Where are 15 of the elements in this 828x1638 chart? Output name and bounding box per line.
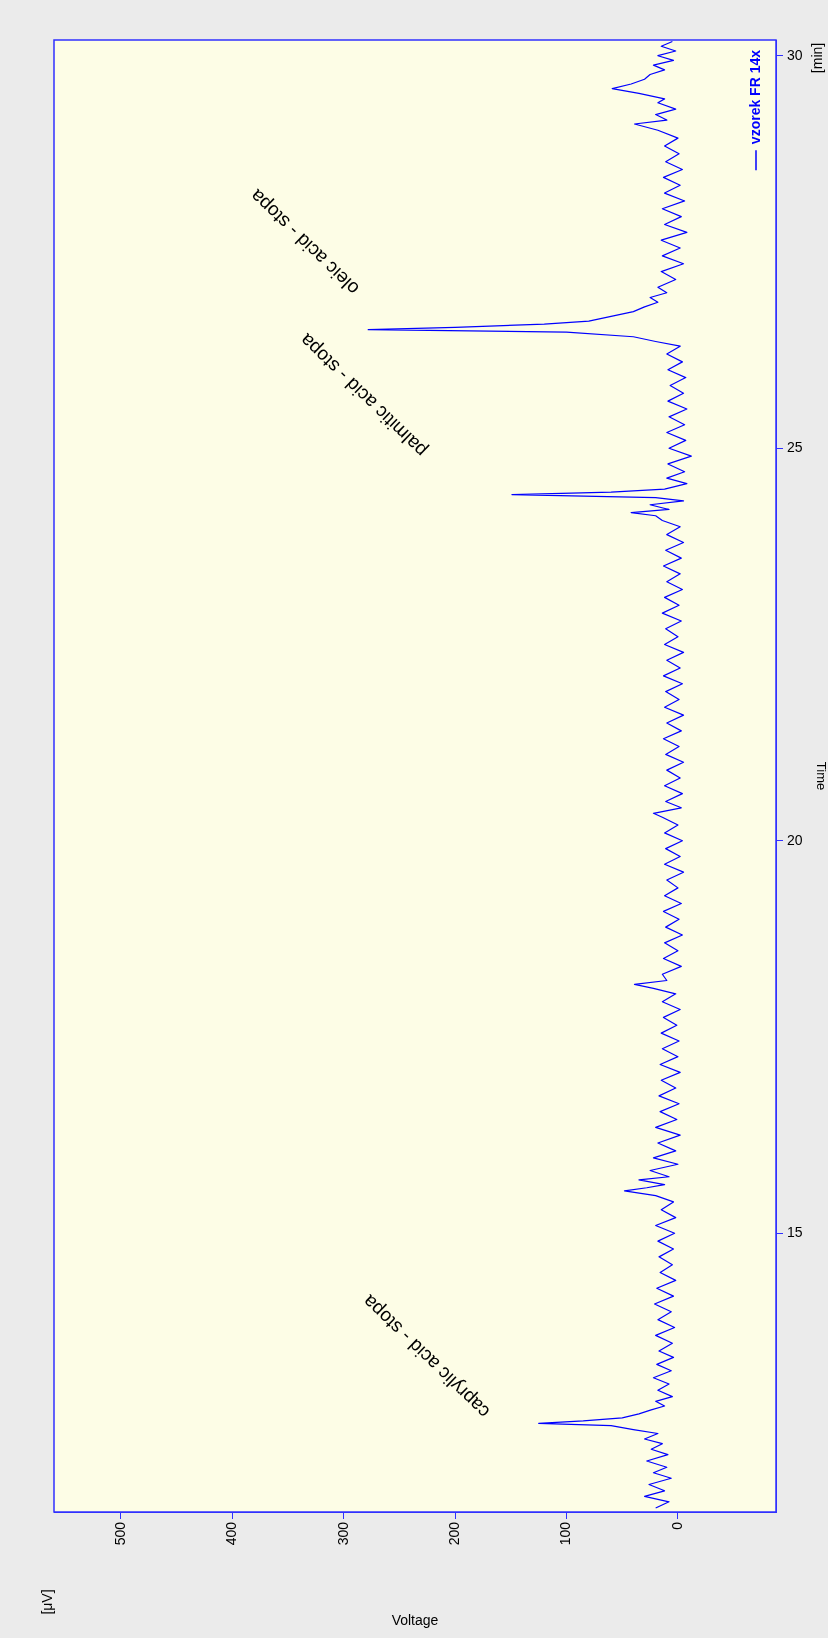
y-tick-label: 20 xyxy=(787,831,803,848)
x-axis-title: Voltage xyxy=(391,1612,439,1629)
x-tick-label: 300 xyxy=(334,1521,351,1546)
text: [μV] xyxy=(38,1589,55,1615)
y-tick-label: 30 xyxy=(787,46,803,63)
y-tick-label: 25 xyxy=(787,439,803,456)
text: vzorek FR 14x xyxy=(746,49,763,145)
x-tick-label: 0 xyxy=(668,1521,685,1530)
x-tick-label: 500 xyxy=(111,1521,128,1546)
x-tick-label: 200 xyxy=(445,1521,462,1546)
y-tick-label: 15 xyxy=(787,1224,803,1241)
x-tick-label: 100 xyxy=(557,1521,574,1546)
text: [min] xyxy=(808,42,825,74)
x-tick-label: 400 xyxy=(223,1521,240,1546)
y-axis-title: Time xyxy=(813,761,828,791)
